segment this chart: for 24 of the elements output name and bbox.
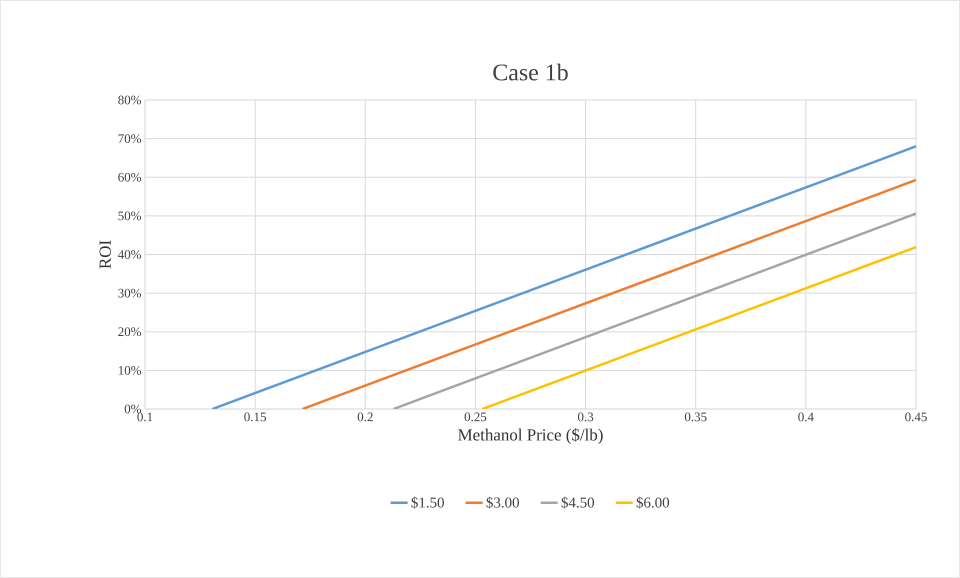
x-tick-label: 0.35 — [684, 412, 707, 422]
x-tick-label: 0.4 — [798, 412, 814, 422]
y-tick-label: 30% — [118, 288, 142, 298]
legend-label: $1.50 — [412, 496, 444, 509]
legend-label: $3.00 — [486, 496, 519, 509]
x-axis-title: Methanol Price ($/lb) — [458, 428, 603, 444]
y-tick-label: 20% — [118, 327, 142, 336]
x-tick-label: 0.15 — [244, 412, 266, 422]
y-tick-label: 50% — [118, 211, 142, 220]
x-tick-label: 0.45 — [905, 412, 927, 422]
y-tick-label: 40% — [118, 250, 142, 259]
x-tick-label: 0.1 — [137, 412, 152, 422]
legend-label: $6.00 — [636, 496, 670, 509]
chart-title: Case 1b — [493, 64, 568, 80]
y-tick-label: 60% — [118, 172, 142, 182]
y-tick-label: 80% — [118, 96, 142, 104]
x-tick-label: 0.3 — [578, 412, 594, 422]
y-tick-label: 10% — [118, 366, 142, 375]
y-tick-label: 70% — [118, 134, 142, 144]
x-tick-label: 0.2 — [358, 412, 373, 422]
y-axis-title: ROI — [100, 240, 111, 269]
y-tick-label: 0% — [124, 404, 142, 414]
legend-label: $4.50 — [562, 496, 594, 509]
x-tick-label: 0.25 — [464, 412, 486, 422]
